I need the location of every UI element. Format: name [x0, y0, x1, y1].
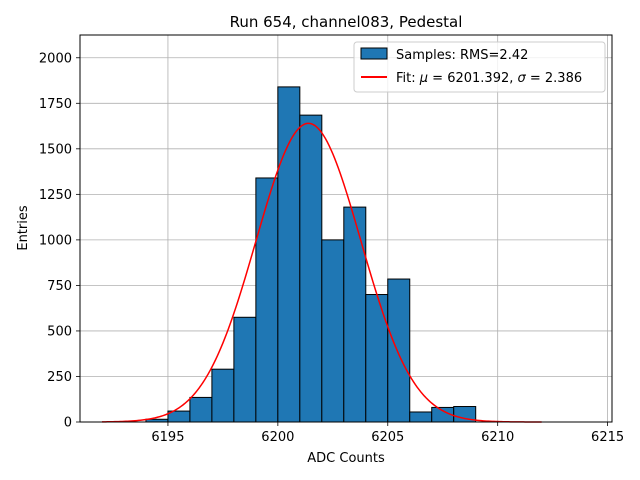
fit-curve: [101, 122, 542, 423]
y-tick-label: 0: [64, 416, 72, 431]
legend: Samples: RMS=2.42 Fit: μ = 6201.392, σ =…: [353, 41, 606, 93]
legend-fit-mu-symbol: μ: [419, 71, 428, 86]
legend-histogram-swatch: [360, 47, 388, 60]
histogram-bar: [233, 316, 257, 423]
legend-histogram-label: Samples: RMS=2.42: [396, 48, 528, 63]
legend-fit-label: Fit: μ = 6201.392, σ = 2.386: [396, 71, 582, 86]
y-tick-label: 750: [47, 279, 72, 294]
x-axis-ticks: 6195 6200 6205 6210 6215: [151, 422, 624, 445]
y-axis-ticks: 0 250 500 750 1000 1250 1500 1750 2000: [39, 51, 80, 431]
histogram-bar: [299, 114, 323, 423]
x-tick-label: 6215: [591, 430, 624, 445]
legend-fit-sigma-value: = 2.386: [526, 71, 582, 86]
y-tick-label: 1250: [39, 188, 72, 203]
histogram-bar: [343, 206, 367, 423]
histogram-bar: [321, 239, 345, 423]
x-tick-label: 6200: [261, 430, 294, 445]
histogram-bar: [277, 86, 301, 423]
histogram-bars: [145, 86, 477, 423]
legend-fit-sigma-symbol: σ: [518, 71, 527, 86]
histogram-bar: [189, 396, 213, 423]
y-tick-label: 1750: [39, 97, 72, 112]
y-tick-label: 1500: [39, 142, 72, 157]
y-axis-label: Entries: [16, 205, 31, 251]
x-tick-label: 6195: [151, 430, 184, 445]
x-axis-label: ADC Counts: [307, 451, 385, 466]
chart-title: Run 654, channel083, Pedestal: [230, 13, 463, 31]
legend-box: [353, 41, 606, 93]
histogram-bar: [387, 278, 411, 423]
x-tick-label: 6205: [371, 430, 404, 445]
y-tick-label: 2000: [39, 51, 72, 66]
y-tick-label: 500: [47, 324, 72, 339]
histogram-bar: [255, 177, 279, 423]
histogram-bar: [211, 368, 235, 423]
x-tick-label: 6210: [481, 430, 514, 445]
y-tick-label: 250: [47, 370, 72, 385]
histogram-bar: [409, 411, 433, 423]
plot-frame: [79, 34, 613, 423]
histogram-bar: [365, 294, 389, 423]
legend-fit-prefix: Fit:: [396, 71, 420, 86]
y-tick-label: 1000: [39, 233, 72, 248]
legend-fit-mu-value: = 6201.392,: [428, 71, 517, 86]
